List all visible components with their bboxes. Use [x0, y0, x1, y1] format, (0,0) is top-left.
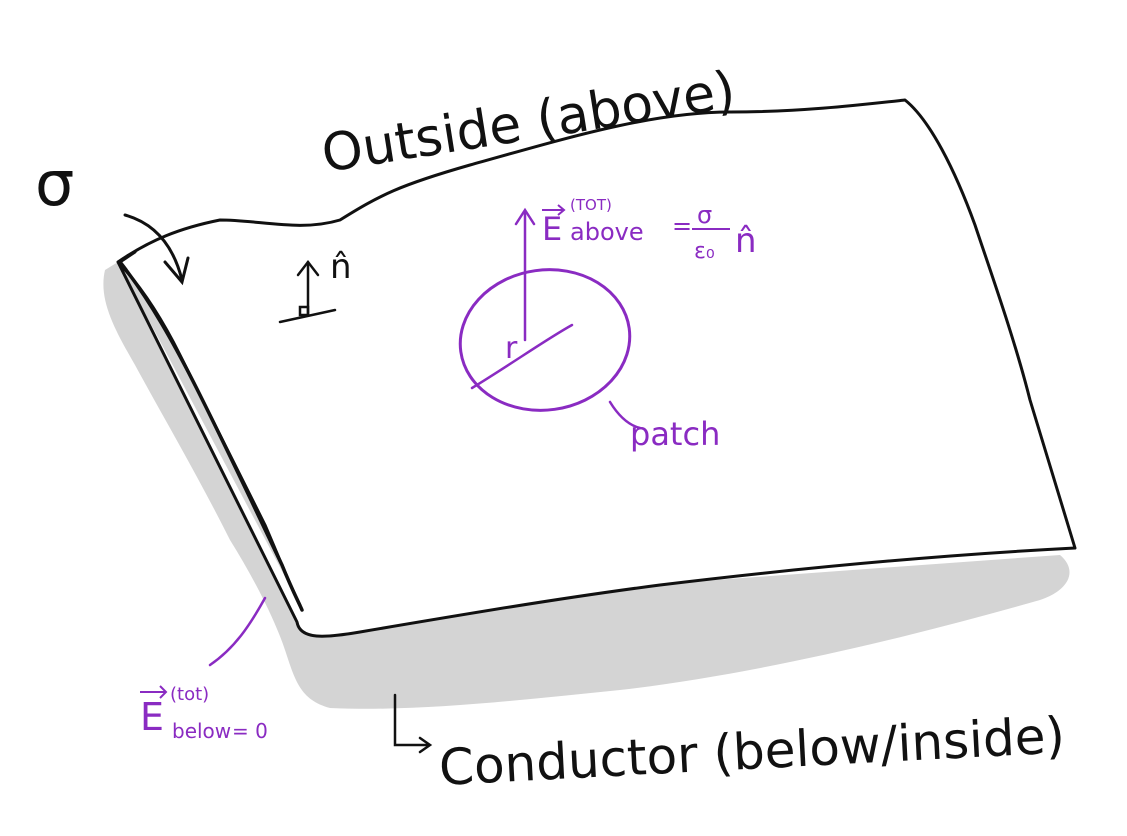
e-below-superscript: (tot) [170, 684, 209, 705]
patch-radius [470, 323, 574, 390]
sigma-label: σ [35, 147, 74, 220]
e-above-vec-arrow [542, 204, 566, 216]
e-above-subscript: above [570, 218, 644, 246]
e-below-vec: E [140, 695, 164, 739]
conductor-hook-arrow [393, 693, 433, 754]
e-above-arrow [514, 207, 536, 342]
patch-circle [458, 268, 632, 412]
e-above-vec: E [542, 210, 562, 248]
conductor-shadow [103, 262, 1070, 709]
e-above-equals: = [672, 212, 692, 240]
patch-label: patch [630, 415, 720, 453]
e-below-vec-arrow [140, 685, 168, 699]
conductor-label: Conductor (below/inside) [438, 706, 1067, 797]
e-above-n-hat: n̂ [735, 221, 757, 261]
e-above-superscript: (TOT) [570, 196, 612, 214]
sigma-arrow [118, 213, 190, 286]
e-below-subscript: below [172, 719, 231, 743]
front-edge [118, 260, 304, 612]
e-above-numerator: σ [697, 201, 712, 229]
radius-label: r [505, 331, 518, 366]
normal-vector [278, 259, 337, 324]
normal-hat-label: n̂ [330, 247, 352, 287]
patch-leader [608, 400, 642, 430]
e-above-denominator: ε₀ [694, 239, 715, 264]
e-below-equals: = 0 [232, 719, 268, 743]
e-below-leader [208, 596, 267, 667]
